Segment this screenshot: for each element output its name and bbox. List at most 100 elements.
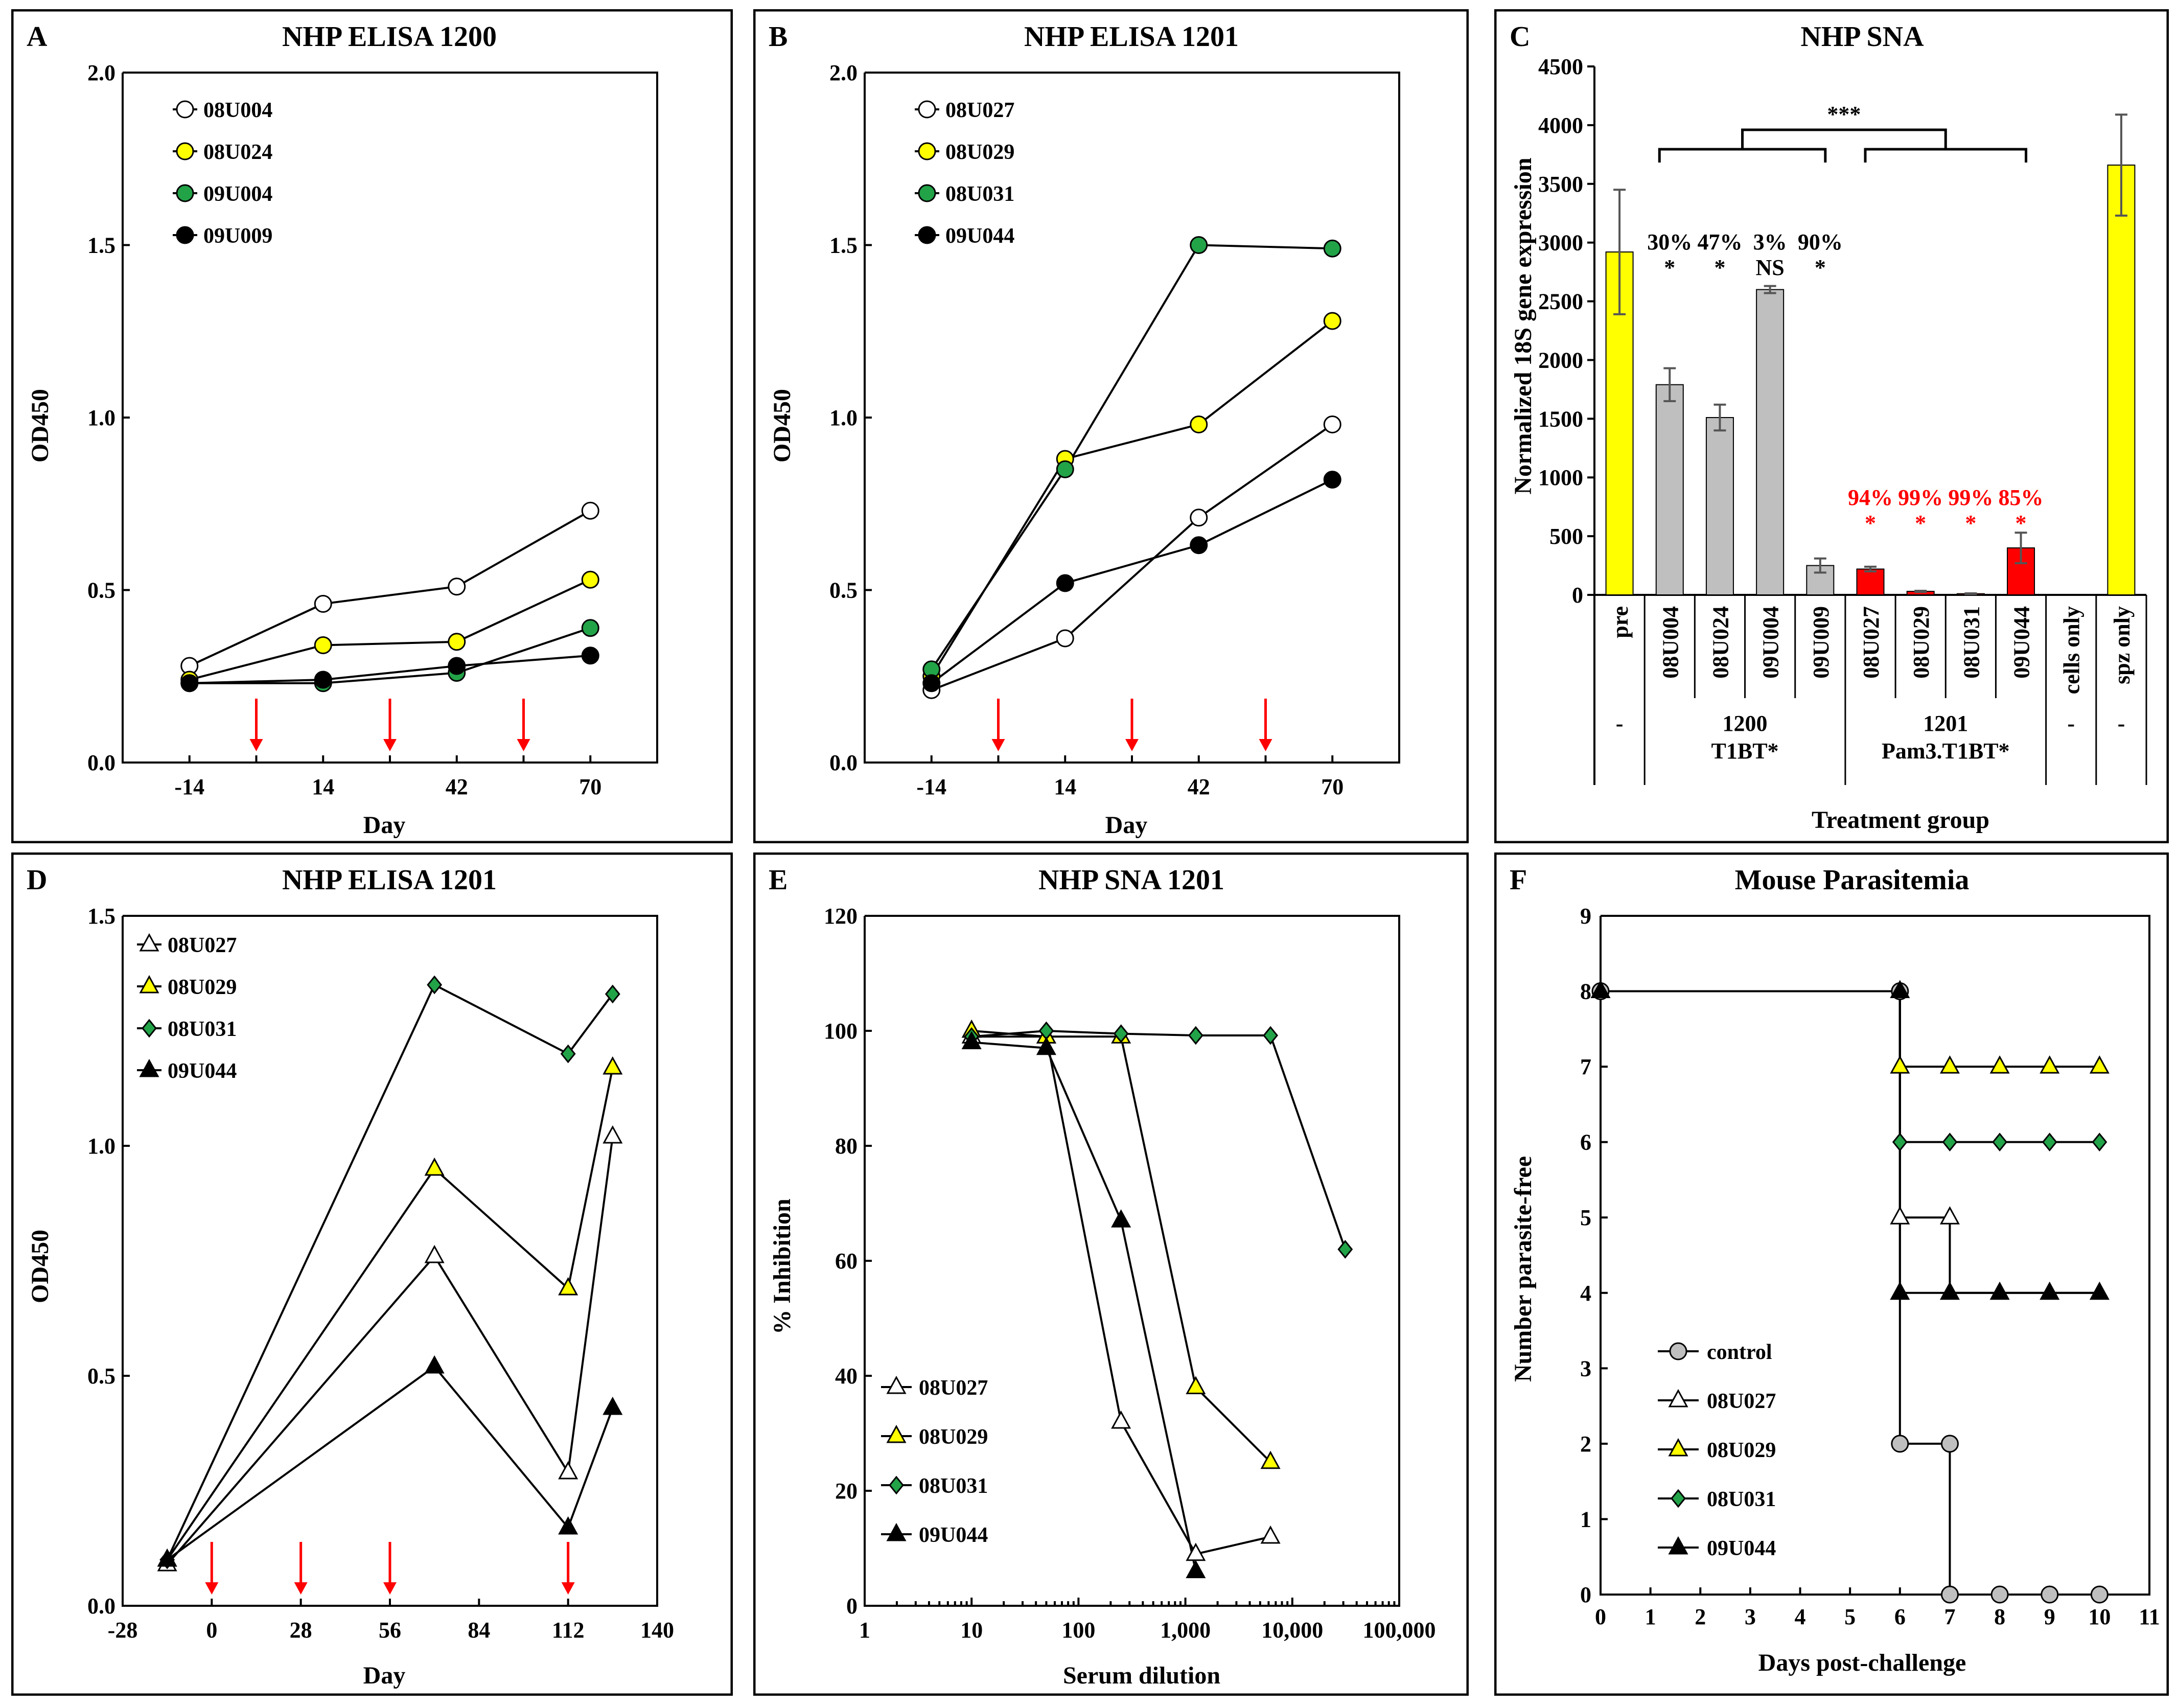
data-point-08U029	[424, 1157, 445, 1176]
legend-label: 08U027	[945, 99, 1014, 122]
x-tick-label: 8	[1994, 1604, 2005, 1629]
legend-marker-08U027	[139, 933, 159, 952]
data-point-08U031	[1263, 1026, 1279, 1045]
data-point-08U029	[1323, 312, 1341, 330]
x-tick-label: 2	[1695, 1604, 1706, 1629]
legend-label: 09U044	[1707, 1537, 1776, 1560]
percent-inhibition-label: 99%	[1948, 485, 1993, 510]
y-tick-label: 4	[1580, 1281, 1591, 1306]
series-line-08U024	[189, 579, 591, 681]
legend-marker-08U024	[176, 142, 194, 160]
legend-marker-08U031	[142, 1019, 157, 1038]
data-point-09U009	[448, 657, 466, 675]
data-point-08U027	[558, 1461, 578, 1480]
data-point-control	[2041, 1585, 2059, 1604]
data-point-08U031	[2092, 1133, 2107, 1152]
plot-frame	[122, 72, 658, 764]
category-label: spz only	[2110, 606, 2135, 684]
data-point-08U029	[1890, 1055, 1910, 1074]
legend-label: 08U031	[919, 1474, 988, 1498]
bar-spz only	[2107, 165, 2136, 596]
legend-marker-09U044	[886, 1522, 907, 1541]
y-tick-label: 500	[1549, 524, 1583, 549]
data-point-08U029	[1186, 1376, 1206, 1394]
legend-marker-09U044	[1668, 1536, 1688, 1555]
category-label: 08U031	[1959, 606, 1984, 679]
y-tick-label: 7	[1580, 1054, 1591, 1079]
legend-label: 08U031	[168, 1018, 237, 1041]
panel-frame	[11, 852, 733, 1696]
bar-08U004	[1655, 384, 1684, 595]
y-tick-label: 1.5	[87, 233, 115, 258]
data-point-08U024	[581, 570, 599, 589]
percent-inhibition-label: 47%	[1697, 229, 1742, 255]
legend-label: 08U027	[1707, 1390, 1776, 1413]
legend-label: 08U029	[1707, 1439, 1776, 1462]
data-point-08U031	[427, 975, 443, 995]
x-tick-label: -14	[916, 774, 946, 799]
y-tick-label: 8	[1580, 979, 1591, 1004]
plot-area: 0.0 0.5 1.0 1.5 2.0 -14 14 42 70 08U027 08U029 08U0…	[829, 60, 1400, 799]
y-tick-label: 1.5	[87, 904, 115, 929]
category-label: cells only	[2059, 606, 2085, 694]
y-tick-label: 0.0	[87, 1594, 115, 1619]
data-point-control	[1940, 1435, 1959, 1453]
data-point-08U031	[1188, 1026, 1203, 1045]
x-tick-label: 3	[1745, 1604, 1756, 1629]
y-tick-label: 5	[1580, 1205, 1591, 1230]
chart-panel-a: A NHP ELISA 1200 0.0 0.5 1.0 1.5 2.0 -14 14 42 7…	[11, 9, 733, 843]
x-tick-label: 0	[206, 1618, 217, 1643]
y-tick-label: 1.0	[87, 1134, 115, 1159]
legend-label: 08U029	[168, 976, 237, 999]
y-tick-label: 0	[1572, 583, 1583, 608]
data-point-08U027	[1323, 416, 1341, 433]
data-point-08U029	[1989, 1055, 2010, 1074]
plot-frame	[864, 72, 1400, 764]
series-line-09U009	[189, 654, 591, 684]
legend-marker-09U009	[176, 226, 194, 244]
data-point-09U044	[1190, 536, 1208, 555]
chart-title: NHP SNA 1201	[1038, 864, 1224, 896]
group-label: -	[2118, 711, 2125, 736]
group-label: -	[1616, 711, 1624, 736]
category-label: 08U024	[1708, 606, 1733, 679]
data-point-08U029	[1260, 1450, 1281, 1469]
x-tick-label: 42	[1188, 774, 1210, 799]
arrow-head	[1259, 739, 1272, 751]
data-point-08U031	[1323, 239, 1341, 258]
vaccination-arrow	[205, 1542, 219, 1595]
legend-label: 09U044	[945, 224, 1014, 248]
y-tick-label: 3500	[1538, 172, 1583, 197]
data-point-08U027	[1890, 1206, 1910, 1225]
data-point-09U044	[1939, 1281, 1960, 1300]
significance-label: *	[2016, 511, 2027, 536]
data-point-08U004	[448, 578, 466, 596]
data-point-09U044	[1111, 1209, 1131, 1228]
panel-letter: E	[769, 864, 788, 896]
arrow-head	[561, 1582, 575, 1595]
data-point-09U044	[1890, 1281, 1910, 1300]
data-point-08U031	[1892, 1133, 1908, 1152]
plot-area: 0.0 0.5 1.0 1.5 2.0 -14 14 42 70 08U004 08U024 09U0…	[87, 60, 658, 799]
plot-area: 0 1 2 3 4 5 6 7 8 9 0 1 2 3 4 5 6 7 8 9 10 11 control 08U027 08U…	[1580, 904, 2160, 1629]
category-label: 09U004	[1758, 606, 1784, 679]
category-label: 08U004	[1658, 606, 1683, 679]
percent-inhibition-label: 85%	[1999, 485, 2044, 510]
vaccination-arrow	[249, 699, 263, 751]
panel-letter: F	[1510, 864, 1527, 896]
y-tick-label: 0	[846, 1594, 858, 1619]
data-point-09U044	[424, 1355, 445, 1374]
chart-title: NHP SNA	[1800, 21, 1924, 53]
x-tick-label: 42	[446, 774, 468, 799]
data-point-08U029	[2040, 1055, 2060, 1074]
data-point-09U044	[1186, 1560, 1206, 1578]
category-label: 08U027	[1859, 606, 1884, 679]
series-line-09U044	[971, 1041, 1197, 1572]
arrow-head	[383, 739, 397, 751]
y-tick-label: 1.0	[87, 405, 115, 430]
data-point-08U031	[2042, 1133, 2057, 1152]
legend-marker-08U029	[918, 142, 936, 160]
panel-letter: C	[1510, 21, 1530, 53]
y-tick-label: 2000	[1538, 348, 1583, 373]
